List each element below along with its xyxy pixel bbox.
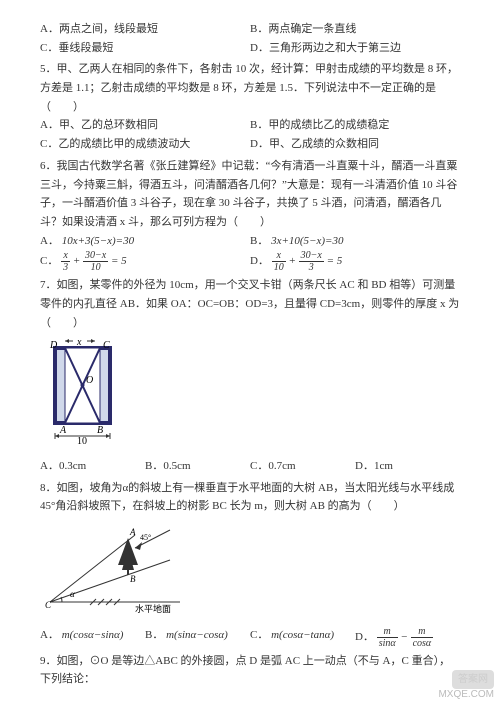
q6a-expr: 10x+3(5−x)=30 [62,235,134,247]
q6d-f2d: 3 [299,262,324,273]
q8d-f1d: sinα [377,638,398,649]
q6b-pre: B． [250,235,268,247]
q8a-expr: m(cosα−sinα) [62,629,124,641]
q4-opt-d: D．三角形两边之和大于第三边 [250,39,460,58]
q8-opt-d: D． msinα − mcosα [355,626,460,649]
q6-opt-c: C． x3 + 30−x10 = 5 [40,250,250,273]
q6a-pre: A． [40,235,59,247]
q6c-f2n: 30−x [83,250,108,262]
q7-figure: D C O A B x 10 [40,336,460,453]
q4-opt-a: A．两点之间，线段最短 [40,20,250,39]
q5-stem: 5．甲、乙两人在相同的条件下，各射击 10 次，经计算：甲射击成绩的平均数是 8… [40,60,460,116]
q6d-f1d: 10 [272,262,286,273]
q6c-f1d: 3 [61,262,70,273]
svg-text:C: C [45,600,52,610]
q8-stem: 8．如图，坡角为α的斜坡上有一棵垂直于水平地面的大树 AB，当太阳光线与水平线成… [40,479,460,516]
q6c-pre: C． [40,255,58,267]
q4-opt-b: B．两点确定一条直线 [250,20,460,39]
svg-text:D: D [49,340,58,351]
svg-text:水平地面: 水平地面 [135,603,171,614]
q6-stem: 6．我国古代数学名著《张丘建算经》中记载：“今有清酒一斗直粟十斗，醑酒一斗直粟三… [40,157,460,232]
svg-text:C: C [103,340,110,351]
q4-opt-c: C．垂线段最短 [40,39,250,58]
q6b-expr: 3x+10(5−x)=30 [271,235,343,247]
q6d-eq: = 5 [327,255,343,267]
q8-opt-c: C． m(cosα−tanα) [250,626,355,649]
q5-opt-d: D．甲、乙成绩的众数相同 [250,135,460,154]
svg-text:10: 10 [77,436,87,446]
q6c-eq: = 5 [111,255,127,267]
q7-opt-c: C．0.7cm [250,457,355,476]
q8d-f2n: m [411,626,434,638]
q8b-expr: m(sinα−cosα) [166,629,228,641]
svg-text:O: O [86,375,93,386]
q6c-plus: + [73,255,83,267]
q6d-f2n: 30−x [299,250,324,262]
q8c-pre: C． [250,629,268,641]
q8d-minus: − [400,631,410,643]
watermark-text: MXQE.COM [438,686,494,703]
q8-figure: A B C 45° α 水平地面 [40,520,460,622]
q8c-expr: m(cosα−tanα) [271,629,334,641]
q5-opt-c: C．乙的成绩比甲的成绩波动大 [40,135,250,154]
q7-opt-a: A．0.3cm [40,457,145,476]
q9-stem: 9．如图，⊙O 是等边△ABC 的外接圆，点 D 是弧 AC 上一动点（不与 A… [40,652,460,689]
q6d-plus: + [288,255,298,267]
q8b-pre: B． [145,629,163,641]
q7-stem: 7．如图，某零件的外径为 10cm，用一个交叉卡钳（两条尺长 AC 和 BD 相… [40,276,460,332]
q8-opt-a: A． m(cosα−sinα) [40,626,145,649]
q8d-f2d: cosα [411,638,434,649]
q8d-f1n: m [377,626,398,638]
q6-opt-b: B． 3x+10(5−x)=30 [250,232,460,251]
q8a-pre: A． [40,629,59,641]
q6d-pre: D． [250,255,269,267]
q8d-pre: D． [355,631,374,643]
q6d-f1n: x [272,250,286,262]
q7-opt-d: D．1cm [355,457,460,476]
svg-text:B: B [130,574,136,584]
svg-text:x: x [76,337,82,348]
svg-text:A: A [129,527,136,537]
svg-text:A: A [59,425,67,436]
q6-opt-d: D． x10 + 30−x3 = 5 [250,250,460,273]
svg-text:B: B [97,425,103,436]
svg-text:45°: 45° [140,533,151,542]
q5-opt-b: B．甲的成绩比乙的成绩稳定 [250,116,460,135]
q6-opt-a: A． 10x+3(5−x)=30 [40,232,250,251]
q7-opt-b: B．0.5cm [145,457,250,476]
q6c-f2d: 10 [83,262,108,273]
q8-opt-b: B． m(sinα−cosα) [145,626,250,649]
svg-text:α: α [70,589,75,599]
q5-opt-a: A．甲、乙的总环数相同 [40,116,250,135]
q6c-f1n: x [61,250,70,262]
